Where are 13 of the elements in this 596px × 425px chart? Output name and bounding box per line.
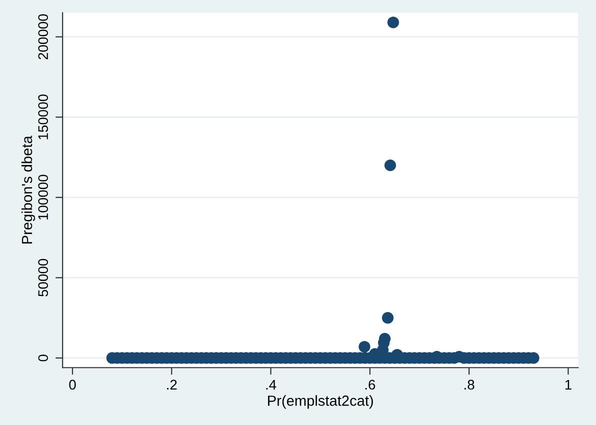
- x-tick-label: .2: [167, 380, 177, 390]
- y-tick-label: 200000: [38, 14, 48, 60]
- x-axis-title: Pr(emplstat2cat): [268, 395, 373, 409]
- y-tick-label: 100000: [38, 174, 48, 220]
- y-tick-label: 150000: [38, 94, 48, 140]
- x-tick-label: .6: [365, 380, 376, 390]
- y-tick-label: 0: [38, 354, 48, 362]
- y-tick-label: 50000: [38, 258, 48, 296]
- y-axis-title: Pregibon's dbeta: [21, 136, 36, 244]
- x-tick-label: .8: [464, 380, 474, 390]
- x-tick-label: 0: [69, 380, 76, 390]
- x-tick-label: 1: [565, 380, 572, 390]
- x-tick-label: .4: [266, 380, 276, 390]
